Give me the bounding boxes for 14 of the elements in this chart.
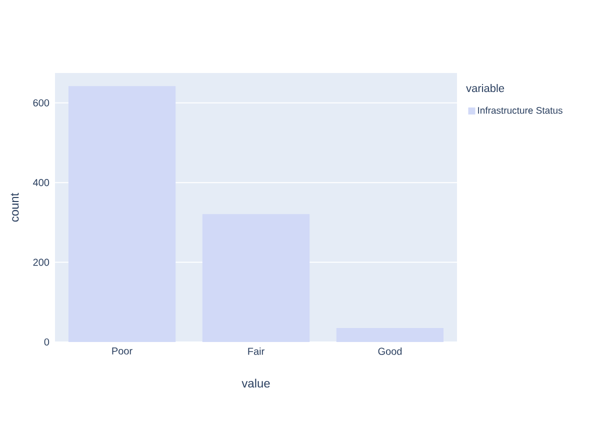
bar — [202, 214, 310, 342]
y-tick-label: 0 — [44, 338, 50, 346]
legend-title: variable — [466, 84, 504, 92]
y-tick-label: 200 — [33, 258, 50, 266]
legend-label: Infrastructure Status — [478, 106, 562, 114]
bar — [68, 86, 176, 342]
x-tick-label: Good — [378, 348, 402, 355]
x-tick-label: Poor — [112, 348, 132, 355]
bar — [336, 328, 444, 342]
y-tick-label: 400 — [33, 179, 50, 186]
x-tick-label: Fair — [248, 348, 264, 355]
x-axis-title: value — [242, 378, 270, 388]
y-axis-title: count — [10, 192, 19, 222]
y-tick-label: 600 — [33, 99, 50, 106]
